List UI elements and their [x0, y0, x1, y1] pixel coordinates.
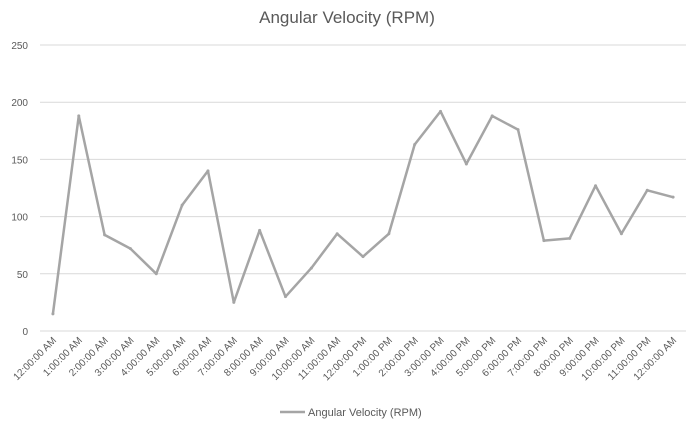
data-point: [103, 233, 107, 237]
data-point: [439, 109, 443, 113]
y-tick-label: 50: [17, 270, 29, 281]
data-point: [309, 266, 313, 270]
data-point: [361, 255, 365, 259]
y-tick-label: 250: [11, 41, 28, 52]
data-point: [619, 232, 623, 236]
x-axis: 12:00:00 AM1:00:00 AM2:00:00 AM3:00:00 A…: [12, 335, 680, 383]
data-point: [645, 188, 649, 192]
data-point: [490, 114, 494, 118]
gridlines: [40, 44, 686, 332]
data-point: [568, 236, 572, 240]
data-point: [258, 228, 262, 232]
data-point: [283, 295, 287, 299]
data-point: [77, 114, 81, 118]
y-tick-label: 0: [22, 327, 28, 338]
y-axis: 0 50 100 150 200 250: [11, 41, 28, 338]
data-point: [516, 128, 520, 132]
data-point: [232, 300, 236, 304]
y-tick-label: 100: [11, 213, 28, 224]
data-point: [542, 239, 546, 243]
data-point: [464, 162, 468, 166]
chart-title: Angular Velocity (RPM): [259, 8, 435, 27]
data-point: [206, 169, 210, 173]
data-point: [128, 247, 132, 251]
data-point: [51, 312, 55, 316]
y-tick-label: 150: [11, 155, 28, 166]
data-point: [594, 184, 598, 188]
legend: Angular Velocity (RPM): [280, 407, 422, 419]
data-point: [413, 143, 417, 147]
data-point: [387, 232, 391, 236]
data-point: [180, 203, 184, 207]
y-tick-label: 200: [11, 98, 28, 109]
data-point: [335, 232, 339, 236]
series-layer: [51, 109, 675, 316]
data-point: [671, 195, 675, 199]
series-line-0: [51, 110, 675, 316]
legend-label: Angular Velocity (RPM): [308, 407, 422, 419]
data-point: [154, 272, 158, 276]
